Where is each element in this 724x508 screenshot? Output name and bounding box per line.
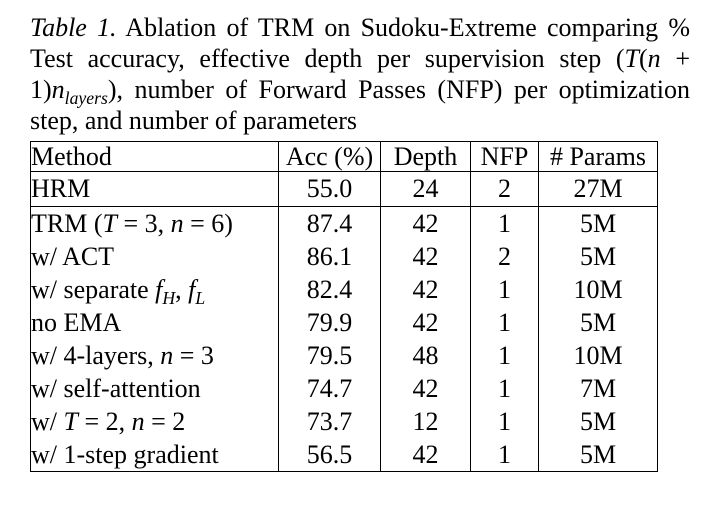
cell-method: w/ ACT — [31, 240, 279, 273]
cell-nfp: 2 — [470, 240, 539, 273]
math-italic-text: n — [51, 75, 65, 104]
math-italic-text: T — [102, 208, 117, 238]
column-header-params: # Params — [538, 141, 658, 172]
text-segment: = 3, — [116, 208, 171, 238]
text-segment: TRM ( — [31, 208, 103, 238]
math-italic-text: n — [170, 208, 184, 238]
cell-depth: 42 — [380, 438, 471, 472]
cell-depth: 42 — [380, 206, 471, 240]
cell-nfp: 1 — [470, 438, 539, 472]
table-head: Method Acc (%) Depth NFP # Params — [30, 141, 658, 172]
cell-method: w/ T = 2, n = 2 — [31, 405, 279, 438]
table-row: TRM (T = 3, n = 6) 87.4 42 1 5M — [31, 206, 658, 241]
cell-method: w/ separate fH, fL — [31, 273, 279, 306]
table-row: w/ self-attention 74.7 42 1 7M — [31, 372, 658, 405]
text-segment: HRM — [31, 174, 91, 204]
ablation-table: Method Acc (%) Depth NFP # Params HRM 55.0 24 2… — [30, 141, 658, 472]
text-segment: + 1) — [30, 44, 690, 104]
text-segment: w/ self-attention — [31, 373, 201, 403]
math-italic-text: n — [131, 406, 145, 436]
cell-params: 7M — [538, 372, 658, 405]
cell-nfp: 1 — [470, 306, 539, 339]
cell-params: 10M — [538, 339, 658, 372]
table-row: w/ ACT 86.1 42 2 5M — [31, 240, 658, 273]
cell-nfp: 1 — [470, 273, 539, 306]
text-segment: = 3 — [173, 340, 214, 370]
text-segment: no EMA — [31, 307, 122, 337]
cell-method: no EMA — [31, 306, 279, 339]
text-segment: Ablation of TRM on Sudoku-Extreme compar… — [30, 13, 690, 73]
table-body: HRM 55.0 24 2 27M TRM (T = 3, n = 6) 87.4 42 1 5M… — [30, 171, 658, 472]
cell-method: w/ 1-step gradient — [31, 438, 279, 472]
table-row: w/ 1-step gradient 56.5 42 1 5M — [31, 438, 658, 472]
table-row: w/ separate fH, fL 82.4 42 1 10M — [31, 273, 658, 306]
paper-page: Table 1. Ablation of TRM on Sudoku-Extre… — [30, 12, 690, 472]
cell-params: 5M — [538, 306, 658, 339]
cell-method: w/ 4-layers, n = 3 — [31, 339, 279, 372]
cell-params: 27M — [538, 171, 658, 207]
cell-acc: 73.7 — [278, 405, 381, 438]
cell-depth: 42 — [380, 306, 471, 339]
table-row: w/ T = 2, n = 2 73.7 12 1 5M — [31, 405, 658, 438]
math-italic-text: T — [63, 406, 78, 436]
cell-method: HRM — [31, 172, 279, 207]
text-segment: w/ 1-step gradient — [31, 439, 219, 469]
table-row: HRM 55.0 24 2 27M — [30, 171, 658, 207]
cell-acc: 87.4 — [278, 206, 381, 240]
cell-acc: 56.5 — [278, 438, 381, 472]
cell-acc: 79.5 — [278, 339, 381, 372]
cell-acc: 74.7 — [278, 372, 381, 405]
table-caption: Table 1. Ablation of TRM on Sudoku-Extre… — [30, 12, 690, 136]
column-header-depth: Depth — [380, 141, 471, 172]
text-segment: ), number of Forward Passes (NFP) per op… — [30, 75, 690, 135]
cell-depth: 42 — [380, 273, 471, 306]
cell-params: 5M — [538, 206, 658, 240]
cell-method: w/ self-attention — [31, 372, 279, 405]
text-segment: w/ ACT — [31, 241, 115, 271]
cell-depth: 48 — [380, 339, 471, 372]
cell-params: 10M — [538, 273, 658, 306]
header-row: Method Acc (%) Depth NFP # Params — [30, 141, 658, 172]
text-segment: , — [175, 274, 189, 304]
text-segment: w/ 4-layers, — [31, 340, 161, 370]
cell-depth: 42 — [380, 240, 471, 273]
cell-acc: 82.4 — [278, 273, 381, 306]
cell-nfp: 1 — [470, 372, 539, 405]
column-header-acc: Acc (%) — [278, 141, 381, 172]
table-row: w/ 4-layers, n = 3 79.5 48 1 10M — [31, 339, 658, 372]
subscript-text: L — [195, 288, 206, 306]
subscript-text: layers — [64, 88, 108, 109]
text-segment: = 2 — [144, 406, 186, 436]
text-segment: w/ — [31, 406, 64, 436]
text-segment: = 2, — [77, 406, 132, 436]
cell-depth: 24 — [380, 171, 471, 207]
table-row: no EMA 79.9 42 1 5M — [31, 306, 658, 339]
cell-nfp: 1 — [470, 405, 539, 438]
math-italic-text: Table 1. — [30, 13, 117, 42]
cell-depth: 12 — [380, 405, 471, 438]
column-header-nfp: NFP — [470, 141, 539, 172]
text-segment: = 6) — [183, 208, 233, 238]
cell-params: 5M — [538, 438, 658, 472]
cell-params: 5M — [538, 240, 658, 273]
cell-params: 5M — [538, 405, 658, 438]
column-header-method: Method — [31, 141, 112, 171]
cell-nfp: 1 — [470, 206, 539, 240]
subscript-text: H — [162, 288, 176, 306]
cell-acc: 86.1 — [278, 240, 381, 273]
cell-nfp: 2 — [470, 171, 539, 207]
cell-acc: 79.9 — [278, 306, 381, 339]
cell-nfp: 1 — [470, 339, 539, 372]
cell-acc: 55.0 — [278, 171, 381, 207]
math-italic-text: n — [647, 44, 661, 73]
cell-depth: 42 — [380, 372, 471, 405]
math-italic-text: T — [624, 44, 639, 73]
math-italic-text: n — [160, 340, 174, 370]
text-segment: ( — [639, 44, 648, 73]
math-italic-text: f — [155, 274, 163, 304]
math-italic-text: f — [188, 274, 196, 304]
cell-method: TRM (T = 3, n = 6) — [31, 207, 279, 241]
text-segment: w/ separate — [31, 274, 156, 304]
